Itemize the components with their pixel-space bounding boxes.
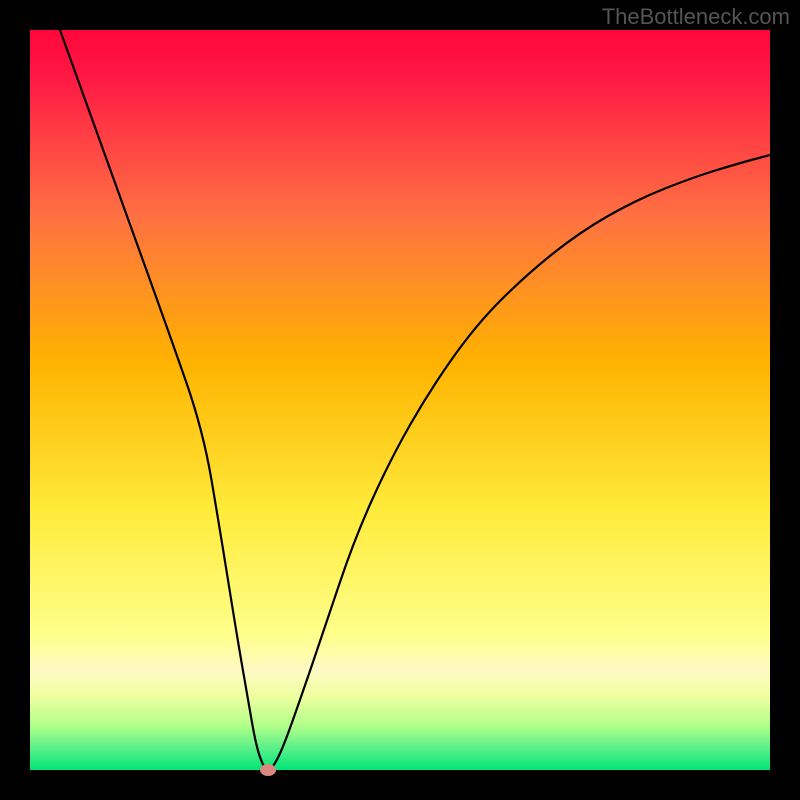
chart-container: TheBottleneck.com: [0, 0, 800, 800]
plot-area: [30, 30, 770, 770]
optimal-point-marker: [260, 764, 276, 776]
bottleneck-chart: [0, 0, 800, 800]
